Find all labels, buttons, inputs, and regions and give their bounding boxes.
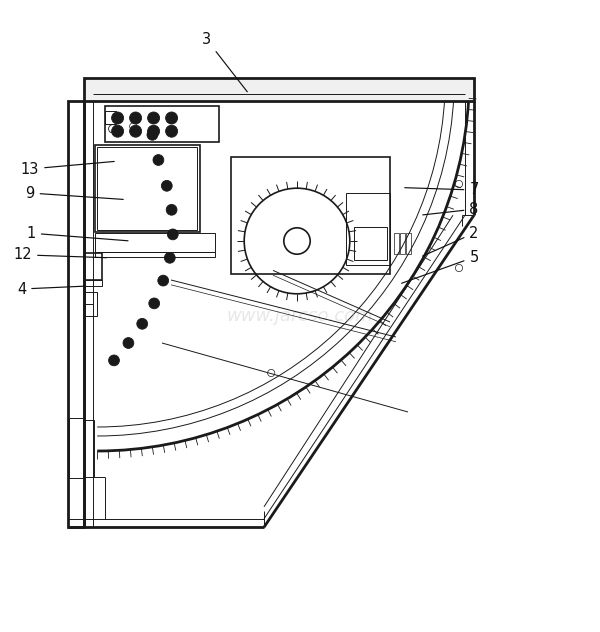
Circle shape xyxy=(130,112,142,124)
Circle shape xyxy=(112,125,124,137)
Bar xyxy=(354,227,387,260)
Text: 5: 5 xyxy=(401,250,479,283)
Circle shape xyxy=(166,204,177,216)
Circle shape xyxy=(112,112,124,124)
Bar xyxy=(394,233,399,254)
Text: 12: 12 xyxy=(13,247,106,262)
Bar xyxy=(84,78,474,101)
Text: www.jarcso.com: www.jarcso.com xyxy=(227,307,373,325)
Bar xyxy=(84,280,102,286)
Bar xyxy=(95,233,215,252)
Text: 7: 7 xyxy=(405,183,479,197)
Bar xyxy=(400,233,405,254)
Bar xyxy=(69,418,84,478)
Bar xyxy=(406,233,411,254)
Circle shape xyxy=(167,229,178,240)
Bar xyxy=(95,145,200,232)
Circle shape xyxy=(166,125,178,137)
Bar xyxy=(231,157,390,274)
Circle shape xyxy=(123,337,134,348)
Circle shape xyxy=(137,319,148,329)
Circle shape xyxy=(158,275,169,286)
Bar xyxy=(84,292,97,316)
Bar xyxy=(105,111,116,124)
Bar xyxy=(346,193,390,265)
Text: 2: 2 xyxy=(422,226,479,256)
Circle shape xyxy=(109,355,119,366)
Text: 3: 3 xyxy=(202,32,247,92)
Bar xyxy=(68,101,84,527)
Bar xyxy=(84,253,102,280)
Text: 1: 1 xyxy=(26,226,128,241)
Circle shape xyxy=(161,180,172,191)
Text: 4: 4 xyxy=(17,281,85,296)
Circle shape xyxy=(148,112,160,124)
Circle shape xyxy=(148,125,160,137)
Bar xyxy=(97,147,197,230)
Bar xyxy=(84,420,94,477)
Text: 13: 13 xyxy=(21,161,114,176)
Circle shape xyxy=(147,130,158,140)
Circle shape xyxy=(166,112,178,124)
Circle shape xyxy=(153,155,164,166)
Circle shape xyxy=(130,125,142,137)
Circle shape xyxy=(149,298,160,309)
Bar xyxy=(95,252,215,257)
Bar xyxy=(105,106,219,142)
Text: 9: 9 xyxy=(25,186,123,200)
Circle shape xyxy=(164,252,175,263)
Text: 8: 8 xyxy=(423,202,479,217)
